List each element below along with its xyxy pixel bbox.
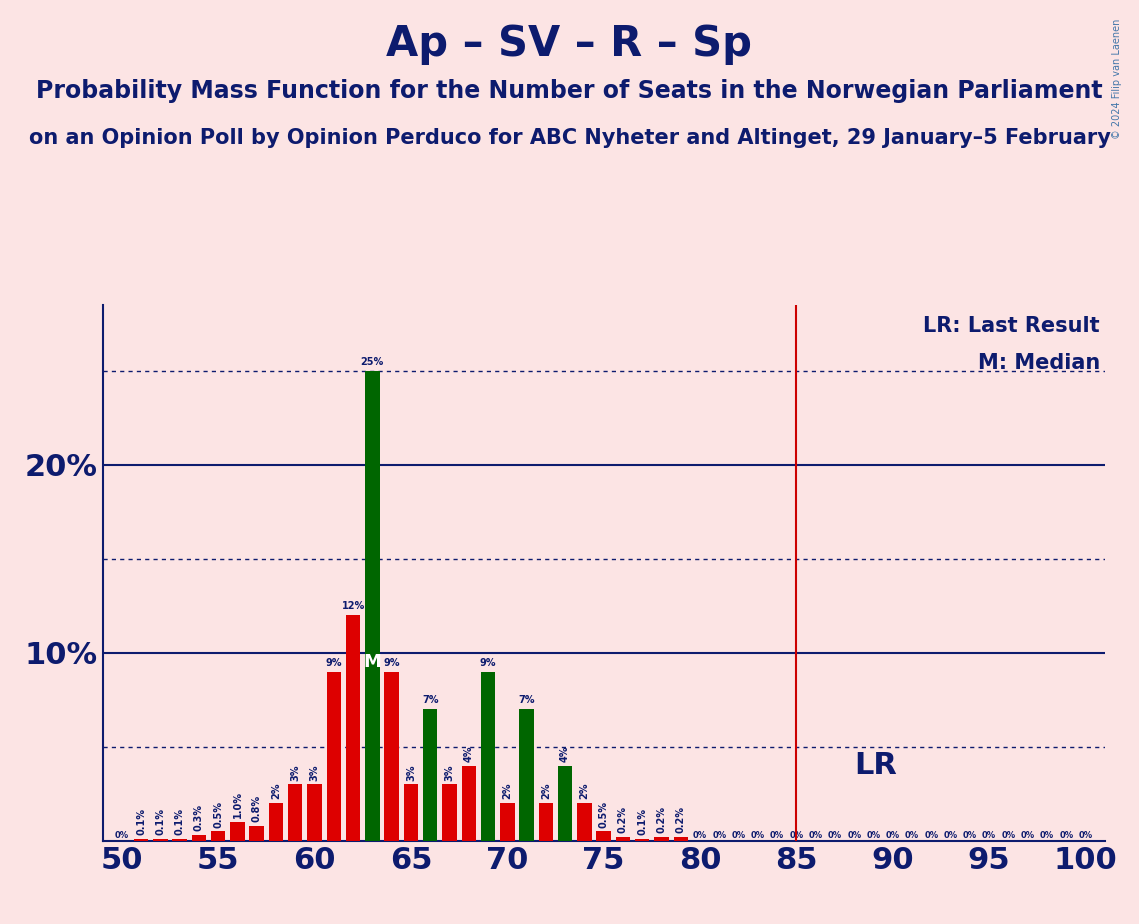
Text: 0.2%: 0.2% <box>675 807 686 833</box>
Bar <box>385 672 399 841</box>
Text: LR: LR <box>854 751 898 780</box>
Text: M: M <box>363 653 382 671</box>
Bar <box>191 835 206 841</box>
Text: 0%: 0% <box>1021 831 1035 840</box>
Bar <box>249 826 264 841</box>
Text: 3%: 3% <box>444 764 454 781</box>
Bar <box>366 371 379 841</box>
Bar <box>269 803 284 841</box>
Text: 0%: 0% <box>712 831 727 840</box>
Bar <box>172 839 187 841</box>
Text: 3%: 3% <box>310 764 320 781</box>
Text: on an Opinion Poll by Opinion Perduco for ABC Nyheter and Altinget, 29 January–5: on an Opinion Poll by Opinion Perduco fo… <box>28 128 1111 148</box>
Text: 25%: 25% <box>361 357 384 367</box>
Bar <box>654 837 669 841</box>
Text: 0%: 0% <box>982 831 997 840</box>
Bar <box>539 803 554 841</box>
Text: 0%: 0% <box>1040 831 1054 840</box>
Text: 0%: 0% <box>962 831 977 840</box>
Text: © 2024 Filip van Laenen: © 2024 Filip van Laenen <box>1112 18 1122 139</box>
Text: 1.0%: 1.0% <box>232 791 243 819</box>
Bar <box>211 832 226 841</box>
Text: 0%: 0% <box>1059 831 1073 840</box>
Text: 9%: 9% <box>384 658 400 668</box>
Text: 2%: 2% <box>502 783 513 799</box>
Bar <box>461 766 476 841</box>
Text: 2%: 2% <box>271 783 281 799</box>
Text: 3%: 3% <box>405 764 416 781</box>
Text: 0%: 0% <box>731 831 746 840</box>
Text: 0%: 0% <box>943 831 958 840</box>
Text: 0%: 0% <box>924 831 939 840</box>
Bar <box>500 803 515 841</box>
Text: 7%: 7% <box>421 696 439 705</box>
Text: 0.1%: 0.1% <box>174 808 185 835</box>
Text: 2%: 2% <box>580 783 589 799</box>
Text: 0.1%: 0.1% <box>155 808 165 835</box>
Bar <box>423 710 437 841</box>
Text: 0%: 0% <box>828 831 842 840</box>
Bar <box>597 832 611 841</box>
Text: Probability Mass Function for the Number of Seats in the Norwegian Parliament: Probability Mass Function for the Number… <box>36 79 1103 103</box>
Text: 9%: 9% <box>326 658 342 668</box>
Text: 0.5%: 0.5% <box>213 801 223 828</box>
Bar <box>230 822 245 841</box>
Text: 0%: 0% <box>847 831 861 840</box>
Text: LR: Last Result: LR: Last Result <box>924 316 1100 335</box>
Text: 0.3%: 0.3% <box>194 805 204 832</box>
Text: 0%: 0% <box>789 831 803 840</box>
Text: 0%: 0% <box>886 831 900 840</box>
Bar <box>577 803 591 841</box>
Bar <box>308 784 322 841</box>
Text: 0%: 0% <box>906 831 919 840</box>
Bar <box>133 839 148 841</box>
Bar <box>481 672 495 841</box>
Bar <box>327 672 341 841</box>
Bar <box>442 784 457 841</box>
Bar <box>153 839 167 841</box>
Text: 2%: 2% <box>541 783 551 799</box>
Text: 4%: 4% <box>464 746 474 762</box>
Bar <box>519 710 534 841</box>
Text: 0.8%: 0.8% <box>252 795 262 822</box>
Text: 0%: 0% <box>809 831 822 840</box>
Text: 4%: 4% <box>560 746 571 762</box>
Text: 3%: 3% <box>290 764 301 781</box>
Text: 0%: 0% <box>1079 831 1092 840</box>
Text: M: Median: M: Median <box>977 353 1100 373</box>
Bar <box>346 615 360 841</box>
Text: 0.1%: 0.1% <box>136 808 146 835</box>
Text: 0%: 0% <box>693 831 707 840</box>
Bar <box>636 839 649 841</box>
Text: 0.2%: 0.2% <box>618 807 628 833</box>
Text: 0.2%: 0.2% <box>656 807 666 833</box>
Text: 0%: 0% <box>115 831 129 840</box>
Text: 0.1%: 0.1% <box>637 808 647 835</box>
Bar <box>673 837 688 841</box>
Text: 0%: 0% <box>770 831 785 840</box>
Bar <box>403 784 418 841</box>
Text: 0.5%: 0.5% <box>599 801 608 828</box>
Text: 0%: 0% <box>867 831 880 840</box>
Text: Ap – SV – R – Sp: Ap – SV – R – Sp <box>386 23 753 65</box>
Bar <box>288 784 303 841</box>
Text: 0%: 0% <box>751 831 765 840</box>
Text: 0%: 0% <box>1001 831 1016 840</box>
Text: 7%: 7% <box>518 696 535 705</box>
Bar <box>558 766 572 841</box>
Text: 12%: 12% <box>342 602 364 612</box>
Text: 9%: 9% <box>480 658 497 668</box>
Bar <box>616 837 630 841</box>
